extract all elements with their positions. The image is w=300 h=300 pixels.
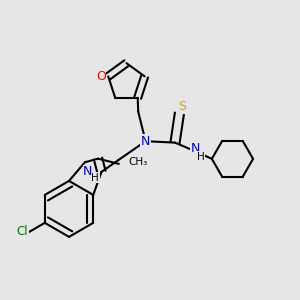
Text: N: N	[191, 142, 200, 155]
Text: H: H	[197, 152, 205, 162]
Text: Cl: Cl	[17, 225, 28, 238]
Text: S: S	[178, 100, 186, 113]
Text: N: N	[83, 165, 92, 178]
Text: CH₃: CH₃	[128, 158, 148, 167]
Text: H: H	[91, 172, 99, 183]
Text: O: O	[96, 70, 106, 83]
Text: N: N	[141, 135, 150, 148]
